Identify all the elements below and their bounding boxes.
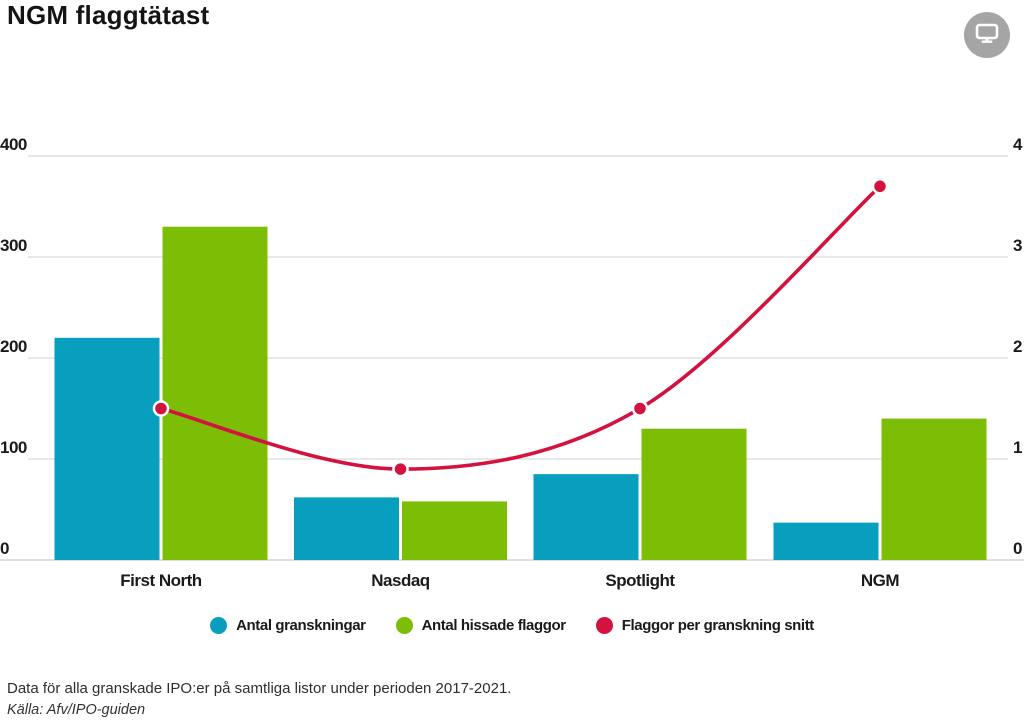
- line-flaggor-per-granskning-snitt: [160, 184, 882, 471]
- legend-label: Antal granskningar: [236, 617, 366, 634]
- line-point-nasdaq: [392, 460, 409, 478]
- bar-antal-granskningar-nasdaq: [294, 497, 399, 560]
- legend-item-antal-granskningar[interactable]: Antal granskningar: [210, 617, 366, 634]
- right-axis-tick-3: 3: [1013, 236, 1022, 255]
- left-axis-tick-300: 300: [0, 236, 27, 255]
- right-axis-tick-4: 4: [1013, 135, 1023, 154]
- left-axis-tick-400: 400: [0, 135, 27, 154]
- bar-antal-hissade-flaggor-nasdaq: [402, 501, 507, 560]
- legend-dot-flaggor-per-granskning-snitt: [595, 617, 613, 634]
- category-label-ngm: NGM: [861, 571, 900, 590]
- category-label-first-north: First North: [120, 571, 202, 590]
- line-point-ngm: [871, 178, 889, 195]
- bar-antal-granskningar-spotlight: [533, 474, 639, 560]
- line-point-spotlight: [631, 400, 649, 417]
- legend-label: Flaggor per granskning snitt: [621, 617, 815, 634]
- line-point-first-north: [152, 400, 170, 417]
- bar-antal-granskningar-ngm: [773, 522, 879, 560]
- footer-note: Data för alla granskade IPO:er på samtli…: [7, 680, 512, 697]
- right-axis-tick-0: 0: [1013, 539, 1022, 558]
- legend-dot-antal-granskningar: [210, 617, 228, 634]
- category-label-nasdaq: Nasdaq: [371, 571, 430, 590]
- bar-antal-granskningar-first-north: [54, 337, 160, 560]
- left-axis-tick-200: 200: [0, 337, 27, 356]
- chart-legend: Antal granskningar Antal hissade flaggor F…: [0, 617, 1024, 634]
- export-button[interactable]: [964, 12, 1010, 58]
- right-axis-tick-2: 2: [1013, 337, 1022, 356]
- left-axis-tick-100: 100: [0, 438, 27, 457]
- chart-title: NGM flaggtätast: [7, 0, 210, 30]
- bar-antal-hissade-flaggor-first-north: [162, 226, 268, 560]
- legend-label: Antal hissade flaggor: [421, 617, 567, 634]
- monitor-icon: [974, 21, 1000, 50]
- bar-antal-hissade-flaggor-ngm: [881, 418, 987, 560]
- bar-antal-hissade-flaggor-spotlight: [641, 428, 747, 560]
- legend-dot-antal-hissade-flaggor: [395, 617, 413, 634]
- legend-item-antal-hissade-flaggor[interactable]: Antal hissade flaggor: [395, 617, 567, 634]
- category-label-spotlight: Spotlight: [605, 571, 675, 590]
- chart-footer: Data för alla granskade IPO:er på samtli…: [7, 680, 511, 718]
- left-axis-tick-0: 0: [0, 539, 9, 558]
- footer-source: Källa: Afv/IPO-guiden: [7, 702, 146, 718]
- right-axis-tick-1: 1: [1013, 438, 1022, 457]
- legend-item-flaggor-per-granskning-snitt[interactable]: Flaggor per granskning snitt: [595, 617, 815, 634]
